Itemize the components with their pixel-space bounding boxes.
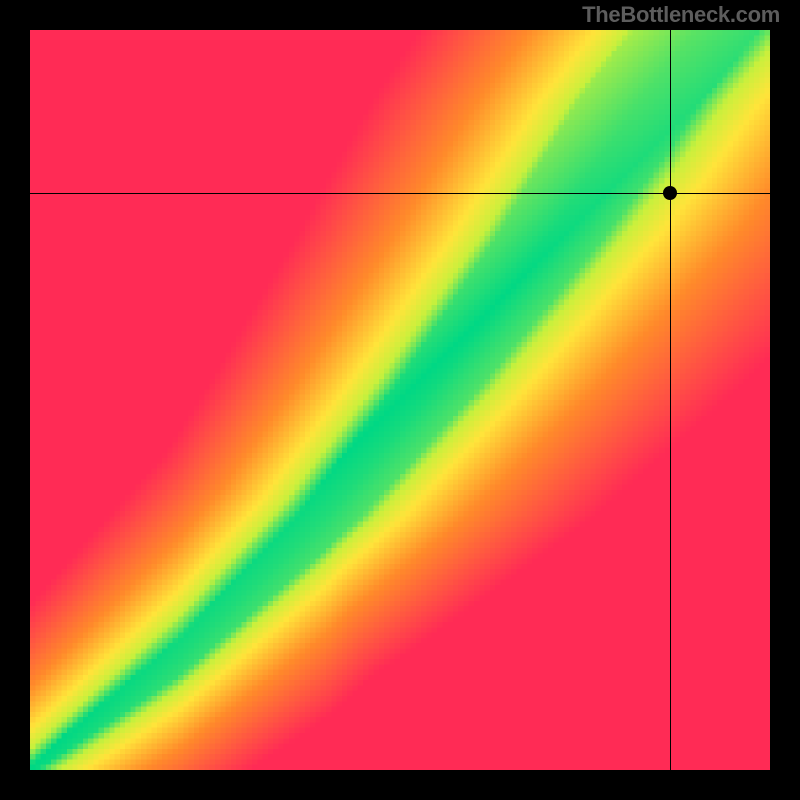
chart-container: TheBottleneck.com <box>0 0 800 800</box>
crosshair-vertical <box>670 30 671 770</box>
plot-area <box>30 30 770 770</box>
crosshair-horizontal <box>30 193 770 194</box>
watermark-text: TheBottleneck.com <box>582 2 780 28</box>
bottleneck-heatmap <box>30 30 770 770</box>
selection-marker[interactable] <box>663 186 677 200</box>
